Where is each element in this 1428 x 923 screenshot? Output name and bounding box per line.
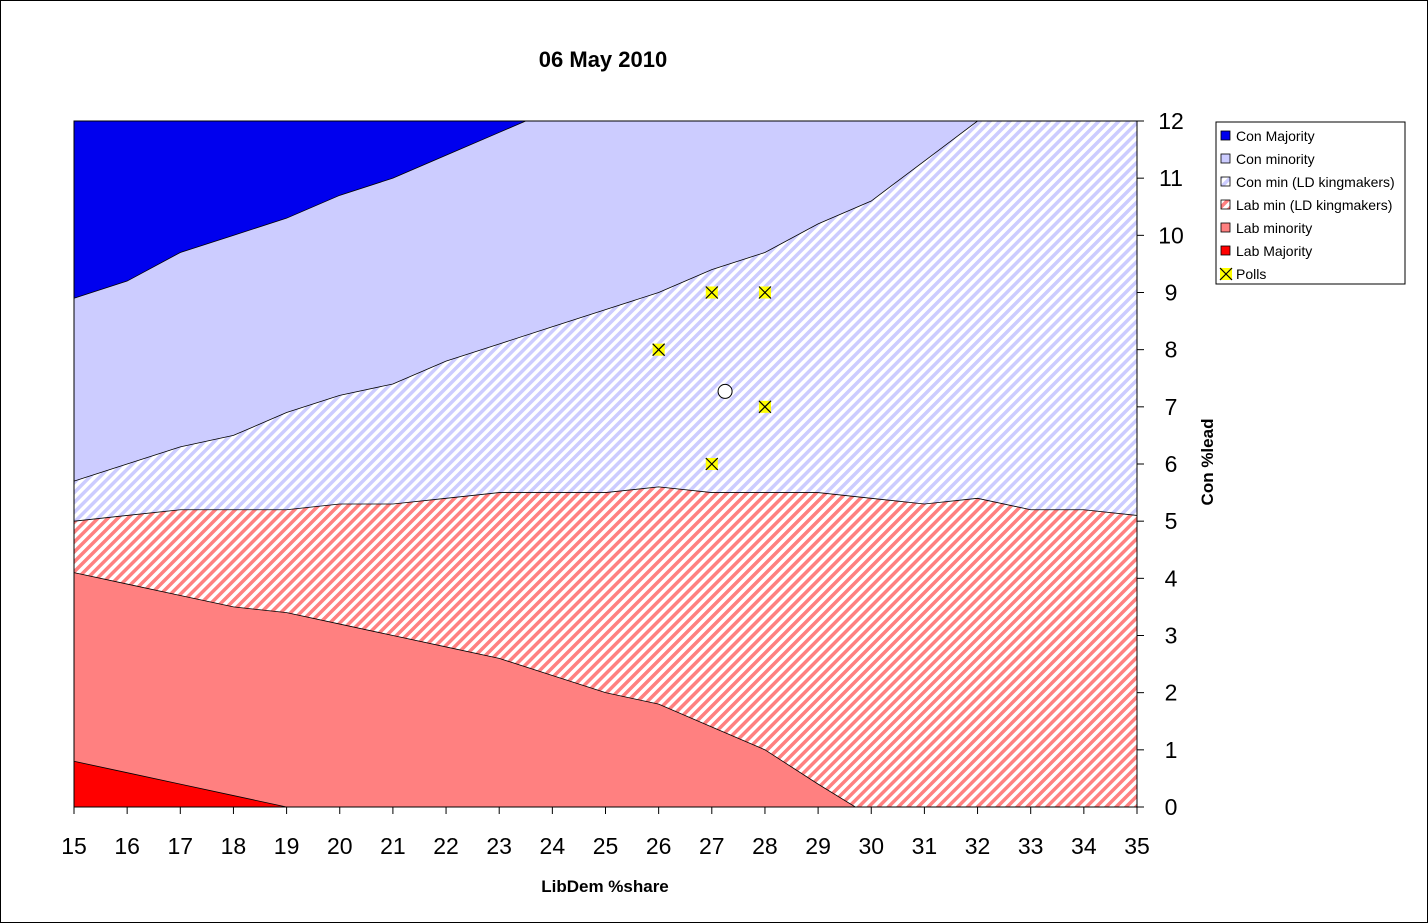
legend-swatch-con-min-ld-kingmakers [1220,176,1231,187]
legend-label-lab-min-ld-kingmakers: Lab min (LD kingmakers) [1236,197,1392,213]
legend-swatch-lab-minority [1220,222,1231,233]
average-marker-group [717,383,733,399]
x-tick-label: 27 [699,833,725,859]
y-tick-label: 11 [1159,165,1183,191]
poll-marker [705,286,719,299]
y-tick-label: 4 [1165,565,1178,591]
poll-markers [652,286,772,471]
x-tick-label: 28 [752,833,778,859]
area-lab-majority [74,761,1137,807]
legend-label-lab-majority: Lab Majority [1236,243,1312,259]
y-tick-label: 0 [1165,794,1178,820]
poll-marker [758,400,772,414]
legend-swatch-lab-majority [1220,245,1231,256]
x-tick-label: 32 [965,833,991,859]
x-tick-label: 19 [274,833,300,859]
area-lab-minority [74,572,1137,807]
legend-swatch-lab-min-ld-kingmakers [1220,199,1231,210]
y-tick-label: 5 [1165,508,1178,534]
y-tick-label: 9 [1165,280,1178,306]
x-tick-label: 23 [486,833,512,859]
x-tick-label: 21 [380,833,406,859]
x-tick-label: 26 [646,833,672,859]
y-tick-label: 8 [1165,337,1178,363]
y-tick-label: 1 [1165,737,1178,763]
x-tick-label: 16 [114,833,140,859]
x-tick-label: 25 [593,833,619,859]
x-axis: 15 16 17 18 19 20 21 22 23 24 25 26 27 28 29 30 31 32 33 34… [61,807,1150,859]
x-tick-label: 29 [805,833,831,859]
x-tick-label: 24 [540,833,566,859]
y-tick-label: 2 [1165,680,1178,706]
y-axis-label: Con %lead [1198,419,1217,506]
boundary-line-con-min-ld-kingmakers [73,120,1137,482]
y-tick-label: 6 [1165,451,1178,477]
legend-label-con-min-ld-kingmakers: Con min (LD kingmakers) [1236,174,1395,190]
chart-title: 06 May 2010 [539,47,667,72]
x-tick-label: 30 [858,833,884,859]
y-tick-label: 12 [1158,108,1184,134]
x-tick-label: 15 [61,833,87,859]
legend-label-con-majority: Con Majority [1236,128,1315,144]
legend-swatch-con-majority [1220,130,1231,141]
y-tick-label: 7 [1165,394,1178,420]
x-tick-label: 35 [1124,833,1150,859]
x-tick-label: 33 [1018,833,1044,859]
x-tick-label: 18 [221,833,247,859]
legend-label-polls: Polls [1236,266,1266,282]
y-tick-label: 10 [1158,222,1184,248]
boundary-line-lab-min-ld-kingmakers [73,486,1138,522]
x-tick-label: 17 [168,833,194,859]
area-layers [74,121,1137,807]
x-tick-label: 22 [433,833,459,859]
legend: Con Majority Con minority Con min (LD king… [1215,121,1406,285]
x-axis-label: LibDem %share [541,877,669,896]
average-point-marker [717,383,733,399]
legend-swatch-con-minority [1220,153,1231,164]
poll-marker [652,343,666,357]
y-tick-label: 3 [1165,623,1178,649]
legend-swatch-polls [1219,267,1233,281]
poll-marker [705,457,719,471]
poll-marker [758,286,772,299]
legend-box [1215,121,1406,285]
legend-label-con-minority: Con minority [1236,151,1315,167]
x-tick-label: 34 [1071,833,1097,859]
legend-label-lab-minority: Lab minority [1236,220,1312,236]
x-tick-label: 31 [912,833,938,859]
x-tick-label: 20 [327,833,353,859]
